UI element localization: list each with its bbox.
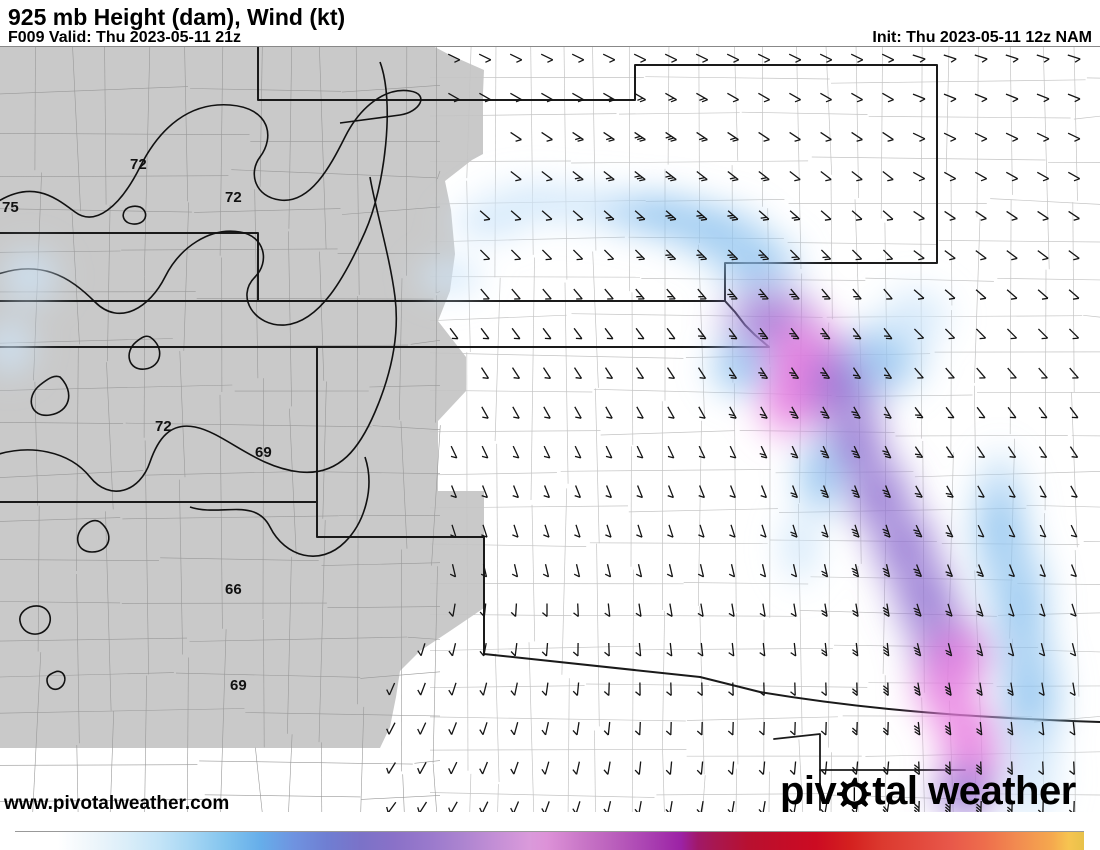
svg-text:66: 66 bbox=[225, 581, 242, 598]
svg-text:69: 69 bbox=[230, 677, 247, 694]
svg-text:72: 72 bbox=[130, 156, 147, 173]
svg-text:75: 75 bbox=[2, 199, 19, 216]
svg-text:72: 72 bbox=[225, 189, 242, 206]
svg-text:69: 69 bbox=[255, 444, 272, 461]
svg-text:72: 72 bbox=[155, 418, 172, 435]
